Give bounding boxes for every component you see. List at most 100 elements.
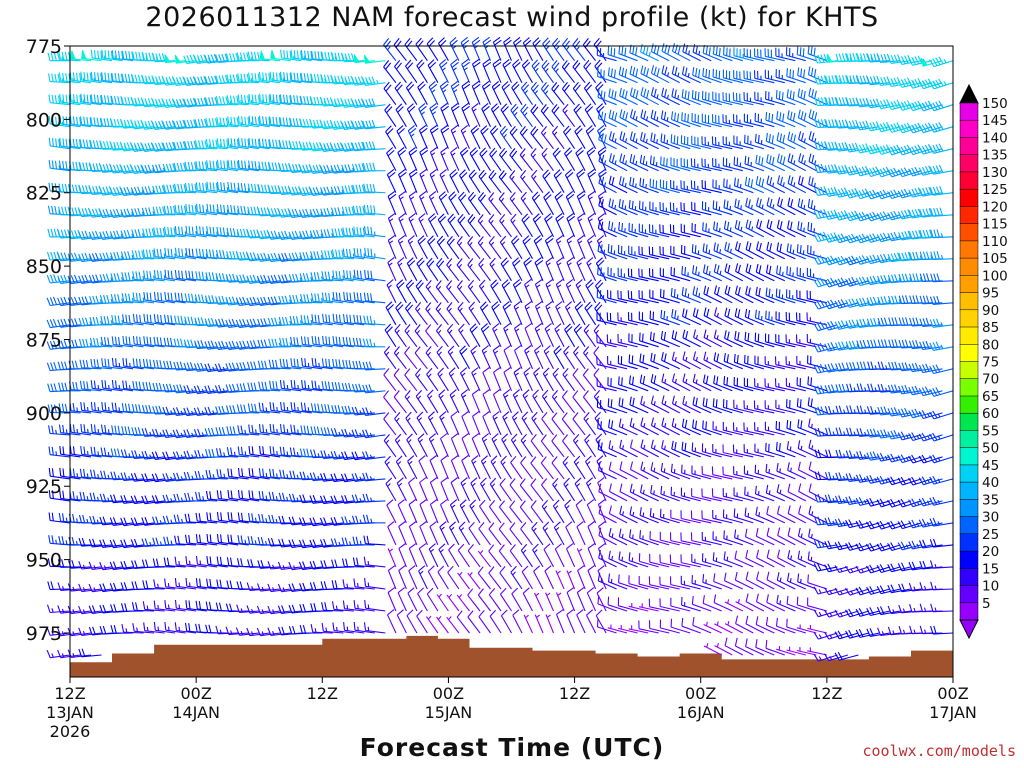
barb-full (342, 359, 345, 369)
barb-half (419, 438, 423, 443)
barb-full (134, 581, 138, 590)
barb-full (62, 138, 65, 147)
barb-full (124, 272, 128, 281)
barb-full (302, 252, 307, 261)
barb-full (152, 359, 156, 369)
barb-half (367, 561, 370, 566)
barb-full (195, 600, 198, 609)
barb-full (303, 73, 307, 82)
barb-half (65, 429, 68, 434)
barb-half (367, 582, 370, 587)
barb-full (221, 75, 226, 84)
barb-full (208, 470, 212, 479)
barb-full (184, 622, 188, 632)
wind-barb (111, 50, 134, 62)
barb-full (61, 51, 65, 61)
barb-full (262, 468, 265, 477)
barb-full (237, 425, 240, 434)
barb-full (54, 160, 58, 170)
barb-full (184, 293, 188, 302)
barb-full (60, 275, 65, 284)
barb-full (127, 73, 131, 83)
barb-full (194, 205, 197, 214)
barb-full (71, 560, 75, 569)
barb-full (102, 516, 107, 525)
barb-full (102, 604, 107, 613)
barb-full (176, 338, 180, 347)
barb-full (101, 49, 104, 58)
barb-full (366, 535, 370, 545)
barb-full (135, 602, 138, 611)
barb-full (398, 521, 406, 527)
barb-full (174, 292, 177, 301)
barb-full (58, 512, 62, 522)
barb-full (146, 270, 149, 280)
barb-shaft (81, 654, 102, 658)
barb-full (304, 380, 307, 389)
wind-barb (363, 226, 386, 238)
barb-full (93, 72, 96, 81)
barb-full (105, 186, 110, 195)
barb-full (80, 423, 83, 433)
barb-full (198, 271, 201, 280)
barb-full (229, 426, 233, 435)
barb-full (92, 538, 96, 547)
barb-full (240, 558, 243, 567)
wind-barb (417, 433, 428, 458)
barb-full (48, 425, 51, 434)
barb-full (51, 490, 54, 499)
barb-half (420, 174, 425, 178)
barb-full (232, 53, 236, 62)
barb-full (353, 600, 356, 609)
barb-full (191, 183, 194, 192)
wind-barb (406, 257, 418, 282)
barb-half (76, 473, 79, 478)
wind-barb (383, 368, 397, 392)
barb-full (176, 514, 180, 523)
barb-full (72, 513, 75, 523)
barb-full (290, 424, 293, 433)
barb-half (216, 209, 218, 214)
barb-full (107, 95, 110, 104)
barb-full (324, 381, 328, 390)
barb-full (64, 361, 68, 370)
wind-barb (407, 235, 418, 260)
barb-full (306, 294, 310, 303)
barb-shaft (60, 411, 81, 414)
wind-barb (363, 622, 386, 634)
barb-half (89, 342, 92, 348)
barb-full (216, 490, 219, 499)
barb-full (243, 95, 247, 104)
wind-barb (405, 279, 418, 304)
barb-full (275, 72, 278, 81)
barb-full (358, 360, 362, 370)
barb-full (46, 275, 51, 284)
barb-full (206, 181, 209, 191)
wind-barb (405, 59, 418, 84)
barb-full (209, 182, 212, 191)
barb-full (47, 73, 51, 82)
barb-full (218, 54, 223, 63)
barb-shaft (429, 482, 439, 502)
barb-full (414, 346, 421, 354)
barb-full (393, 368, 400, 376)
barb-half (110, 298, 113, 304)
barb-half (61, 608, 65, 613)
barb-full (135, 292, 138, 301)
barb-full (195, 271, 198, 280)
barb-full (109, 142, 114, 151)
barb-full (322, 335, 325, 345)
barb-full (265, 72, 268, 82)
barb-full (164, 291, 167, 301)
barb-full (310, 623, 314, 633)
barb-full (114, 315, 117, 324)
barb-shaft (427, 571, 439, 590)
barb-full (47, 581, 51, 590)
barb-full (47, 558, 51, 567)
barb-full (344, 537, 349, 546)
barb-full (221, 273, 226, 282)
barb-full (279, 446, 282, 455)
barb-full (289, 470, 293, 479)
barb-full (138, 51, 142, 61)
wind-barb (418, 124, 428, 149)
